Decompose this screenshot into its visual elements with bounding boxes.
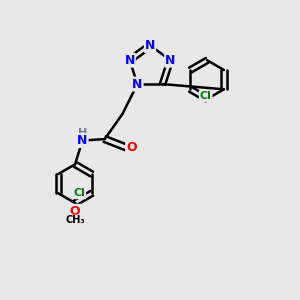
- Text: Cl: Cl: [73, 188, 85, 198]
- Text: CH₃: CH₃: [65, 215, 85, 225]
- Text: H: H: [78, 128, 87, 138]
- Text: Cl: Cl: [200, 91, 212, 101]
- Text: N: N: [77, 134, 88, 147]
- Text: N: N: [124, 54, 135, 67]
- Text: N: N: [132, 78, 142, 91]
- Text: O: O: [126, 141, 137, 154]
- Text: O: O: [70, 205, 80, 218]
- Text: N: N: [145, 39, 155, 52]
- Text: N: N: [165, 54, 176, 67]
